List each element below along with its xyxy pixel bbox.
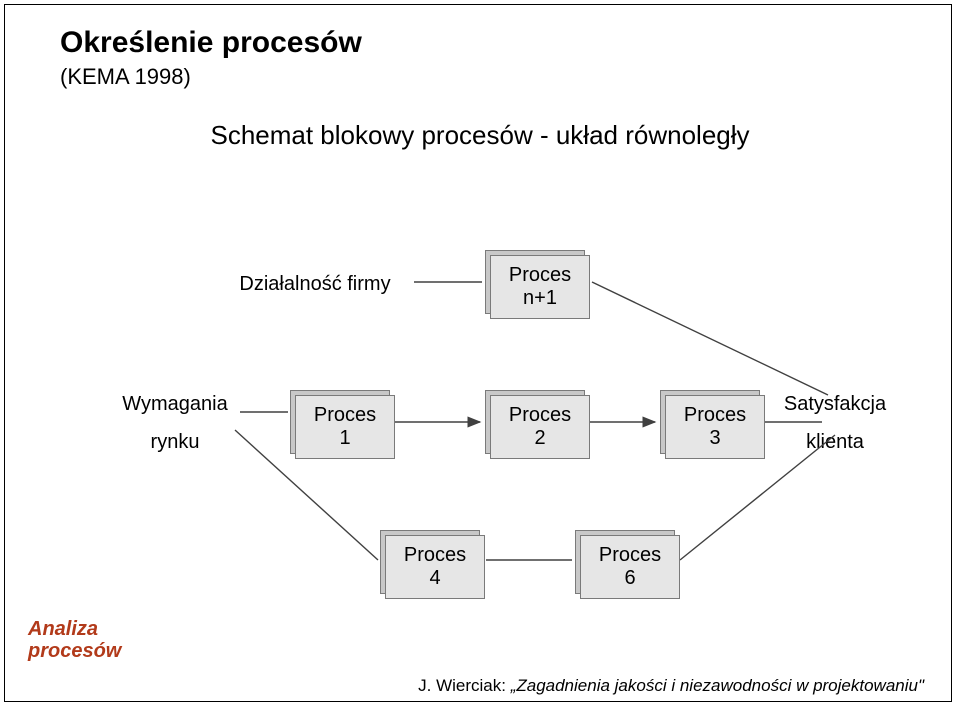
process-box-p4: Proces4: [380, 530, 485, 599]
process-box-p3: Proces3: [660, 390, 765, 459]
box-label-l2: n+1: [509, 287, 571, 310]
box-label-l1: Proces: [599, 544, 661, 567]
box-label-l1: Proces: [509, 404, 571, 427]
label-satisfaction-top: Satysfakcja: [770, 392, 900, 416]
box-front: Proces2: [490, 395, 590, 459]
analysis-label: Analiza procesów: [28, 618, 121, 662]
process-box-p2: Proces2: [485, 390, 590, 459]
label-satisfaction-bottom: klienta: [770, 430, 900, 454]
slide-title: Określenie procesów: [60, 26, 362, 60]
slide-heading: Schemat blokowy procesów - układ równole…: [0, 120, 960, 151]
analysis-line1: Analiza: [28, 618, 121, 640]
process-box-p6: Proces6: [575, 530, 680, 599]
box-label-l2: 4: [404, 567, 466, 590]
slide-subtitle: (KEMA 1998): [60, 64, 191, 90]
label-activity: Działalność firmy: [225, 272, 405, 296]
box-label-l2: 2: [509, 427, 571, 450]
box-front: Proces6: [580, 535, 680, 599]
box-label-l2: 3: [684, 427, 746, 450]
box-label-l1: Proces: [404, 544, 466, 567]
label-requirements-top: Wymagania: [115, 392, 235, 416]
box-label-l2: 6: [599, 567, 661, 590]
box-label-l1: Proces: [684, 404, 746, 427]
box-front: Procesn+1: [490, 255, 590, 319]
footer-title: „Zagadnienia jakości i niezawodności w p…: [511, 676, 924, 695]
process-box-np1: Procesn+1: [485, 250, 590, 319]
box-label-l1: Proces: [314, 404, 376, 427]
footer-citation: J. Wierciak: „Zagadnienia jakości i niez…: [418, 676, 924, 696]
box-front: Proces1: [295, 395, 395, 459]
box-front: Proces4: [385, 535, 485, 599]
footer-author: J. Wierciak:: [418, 676, 511, 695]
process-box-p1: Proces1: [290, 390, 395, 459]
label-requirements-bottom: rynku: [115, 430, 235, 454]
box-label-l1: Proces: [509, 264, 571, 287]
box-label-l2: 1: [314, 427, 376, 450]
box-front: Proces3: [665, 395, 765, 459]
analysis-line2: procesów: [28, 640, 121, 662]
